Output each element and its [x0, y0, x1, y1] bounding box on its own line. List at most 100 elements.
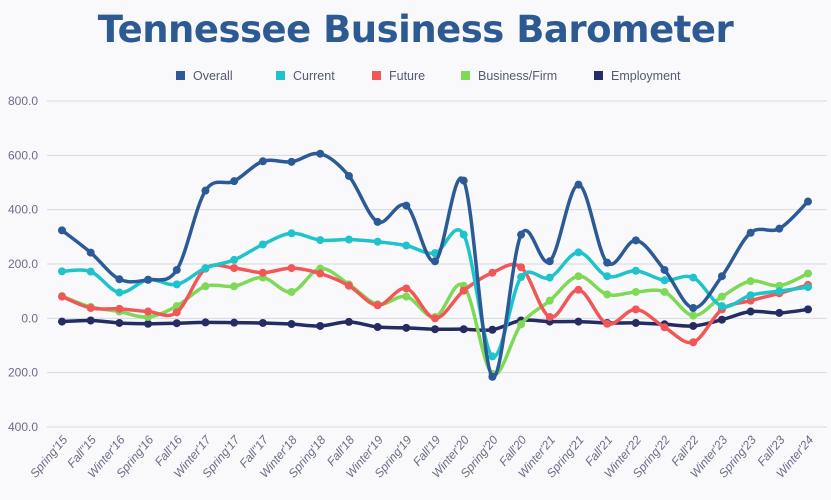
- data-point-overall: [660, 265, 669, 274]
- data-point-employment: [172, 319, 181, 328]
- legend-label: Employment: [611, 69, 681, 83]
- series-line-current: [61, 228, 809, 359]
- data-point-current: [316, 236, 325, 245]
- legend-label: Future: [389, 69, 425, 83]
- y-tick-label: 200.0: [8, 366, 38, 380]
- data-point-employment: [488, 325, 497, 334]
- data-point-current: [488, 352, 497, 361]
- data-point-overall: [689, 304, 698, 313]
- data-point-employment: [344, 317, 353, 326]
- data-point-employment: [373, 323, 382, 332]
- data-point-employment: [775, 308, 784, 317]
- data-point-current: [717, 302, 726, 311]
- data-point-current: [689, 273, 698, 282]
- legend-swatch: [372, 71, 381, 80]
- x-tick-label: Spring'15: [27, 433, 70, 481]
- data-point-future: [144, 307, 153, 316]
- data-point-future: [488, 268, 497, 277]
- data-point-overall: [545, 257, 554, 266]
- data-point-overall: [230, 177, 239, 186]
- data-point-business-firm: [717, 292, 726, 301]
- data-point-future: [258, 268, 267, 277]
- data-point-future: [172, 308, 181, 317]
- data-point-current: [230, 255, 239, 264]
- data-point-overall: [459, 176, 468, 185]
- data-point-business-firm: [689, 311, 698, 320]
- data-point-employment: [201, 318, 210, 327]
- legend-label: Current: [293, 69, 335, 83]
- data-point-overall: [144, 275, 153, 284]
- data-point-current: [115, 288, 124, 297]
- data-point-current: [660, 276, 669, 285]
- data-point-employment: [631, 318, 640, 327]
- data-point-current: [574, 248, 583, 257]
- data-point-overall: [431, 257, 439, 266]
- data-point-current: [402, 241, 411, 250]
- data-point-current: [517, 273, 526, 282]
- data-point-employment: [144, 319, 153, 328]
- legend-swatch: [276, 71, 285, 80]
- data-point-current: [746, 291, 755, 300]
- data-point-current: [287, 229, 296, 238]
- data-point-business-firm: [603, 290, 612, 299]
- data-point-overall: [746, 228, 755, 237]
- data-point-overall: [631, 236, 640, 245]
- data-point-future: [574, 285, 583, 294]
- y-tick-label: 800.0: [8, 94, 38, 108]
- data-point-employment: [574, 317, 583, 326]
- data-point-employment: [689, 321, 698, 330]
- data-point-business-firm: [660, 287, 669, 296]
- data-point-future: [431, 314, 439, 323]
- data-point-overall: [201, 186, 210, 195]
- data-point-overall: [775, 224, 784, 233]
- data-point-employment: [402, 323, 411, 332]
- data-point-business-firm: [517, 320, 526, 329]
- data-point-overall: [115, 275, 124, 284]
- data-point-employment: [287, 320, 296, 329]
- data-point-future: [287, 264, 296, 273]
- data-point-current: [172, 280, 181, 289]
- data-point-future: [316, 269, 325, 278]
- data-point-future: [115, 304, 124, 313]
- data-point-overall: [258, 157, 267, 166]
- data-point-overall: [603, 258, 612, 267]
- legend-label: Business/Firm: [478, 69, 557, 83]
- data-point-future: [373, 301, 382, 310]
- data-point-business-firm: [230, 282, 239, 291]
- data-point-employment: [230, 318, 239, 327]
- data-point-current: [86, 267, 95, 276]
- data-point-business-firm: [631, 287, 640, 296]
- series-line-overall: [60, 151, 810, 379]
- data-point-employment: [86, 316, 95, 325]
- legend-swatch: [461, 71, 470, 80]
- legend-swatch: [176, 71, 185, 80]
- data-point-overall: [287, 157, 296, 166]
- data-point-business-firm: [402, 292, 411, 301]
- data-point-employment: [316, 321, 325, 330]
- data-point-current: [775, 287, 784, 296]
- data-point-overall: [804, 197, 812, 206]
- data-point-future: [545, 312, 554, 321]
- data-point-employment: [58, 317, 66, 326]
- data-point-employment: [258, 318, 267, 327]
- data-point-future: [230, 264, 239, 273]
- y-tick-label: 400.0: [8, 203, 38, 217]
- data-point-future: [631, 305, 640, 314]
- legend-label: Overall: [193, 69, 233, 83]
- data-point-overall: [402, 201, 411, 210]
- chart-title: Tennessee Business Barometer: [97, 8, 734, 51]
- data-point-overall: [344, 171, 353, 180]
- data-point-overall: [86, 248, 95, 257]
- data-point-employment: [115, 318, 124, 327]
- data-point-current: [344, 235, 353, 244]
- data-point-business-firm: [804, 269, 812, 278]
- data-point-future: [459, 286, 468, 295]
- data-point-current: [459, 230, 468, 239]
- data-point-overall: [488, 372, 497, 381]
- data-point-future: [86, 304, 95, 313]
- data-point-future: [660, 323, 669, 332]
- data-point-overall: [574, 180, 583, 189]
- data-point-current: [603, 272, 612, 281]
- data-point-current: [258, 240, 267, 249]
- data-point-future: [402, 284, 411, 293]
